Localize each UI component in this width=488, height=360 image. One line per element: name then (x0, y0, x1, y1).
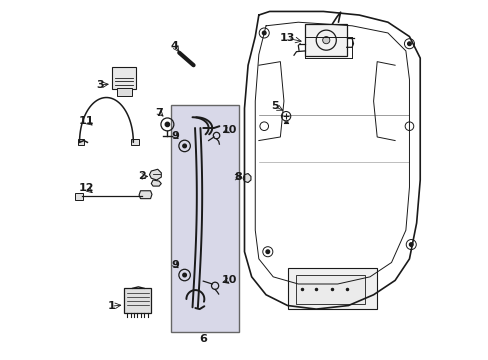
Text: 3: 3 (96, 80, 103, 90)
Circle shape (322, 37, 329, 44)
Circle shape (183, 273, 186, 277)
Bar (296, 275, 364, 304)
Polygon shape (149, 169, 161, 180)
Polygon shape (243, 174, 250, 183)
Bar (117, 88, 131, 96)
Bar (112, 67, 136, 89)
Text: 9: 9 (171, 131, 179, 141)
Text: 5: 5 (271, 102, 278, 112)
Text: 7: 7 (155, 108, 163, 118)
Bar (305, 24, 346, 56)
Circle shape (407, 42, 410, 45)
Circle shape (165, 122, 169, 127)
Text: 12: 12 (79, 183, 94, 193)
Polygon shape (139, 191, 152, 199)
Bar (287, 268, 376, 309)
Text: 1: 1 (107, 301, 115, 311)
Text: 10: 10 (221, 125, 237, 135)
Circle shape (408, 243, 412, 246)
Text: 6: 6 (199, 333, 207, 343)
Text: 11: 11 (79, 116, 94, 126)
Text: 4: 4 (170, 41, 178, 50)
Text: 10: 10 (221, 275, 237, 285)
Bar (78, 139, 84, 145)
Bar (131, 139, 139, 145)
Text: 13: 13 (279, 33, 295, 43)
Bar (171, 105, 239, 332)
Bar (75, 193, 83, 200)
Bar (124, 288, 151, 313)
Circle shape (183, 144, 186, 148)
Circle shape (262, 31, 265, 35)
Polygon shape (151, 180, 161, 186)
Text: 9: 9 (171, 260, 179, 270)
Text: 2: 2 (138, 171, 146, 181)
Text: 8: 8 (234, 172, 242, 182)
Circle shape (265, 250, 269, 253)
